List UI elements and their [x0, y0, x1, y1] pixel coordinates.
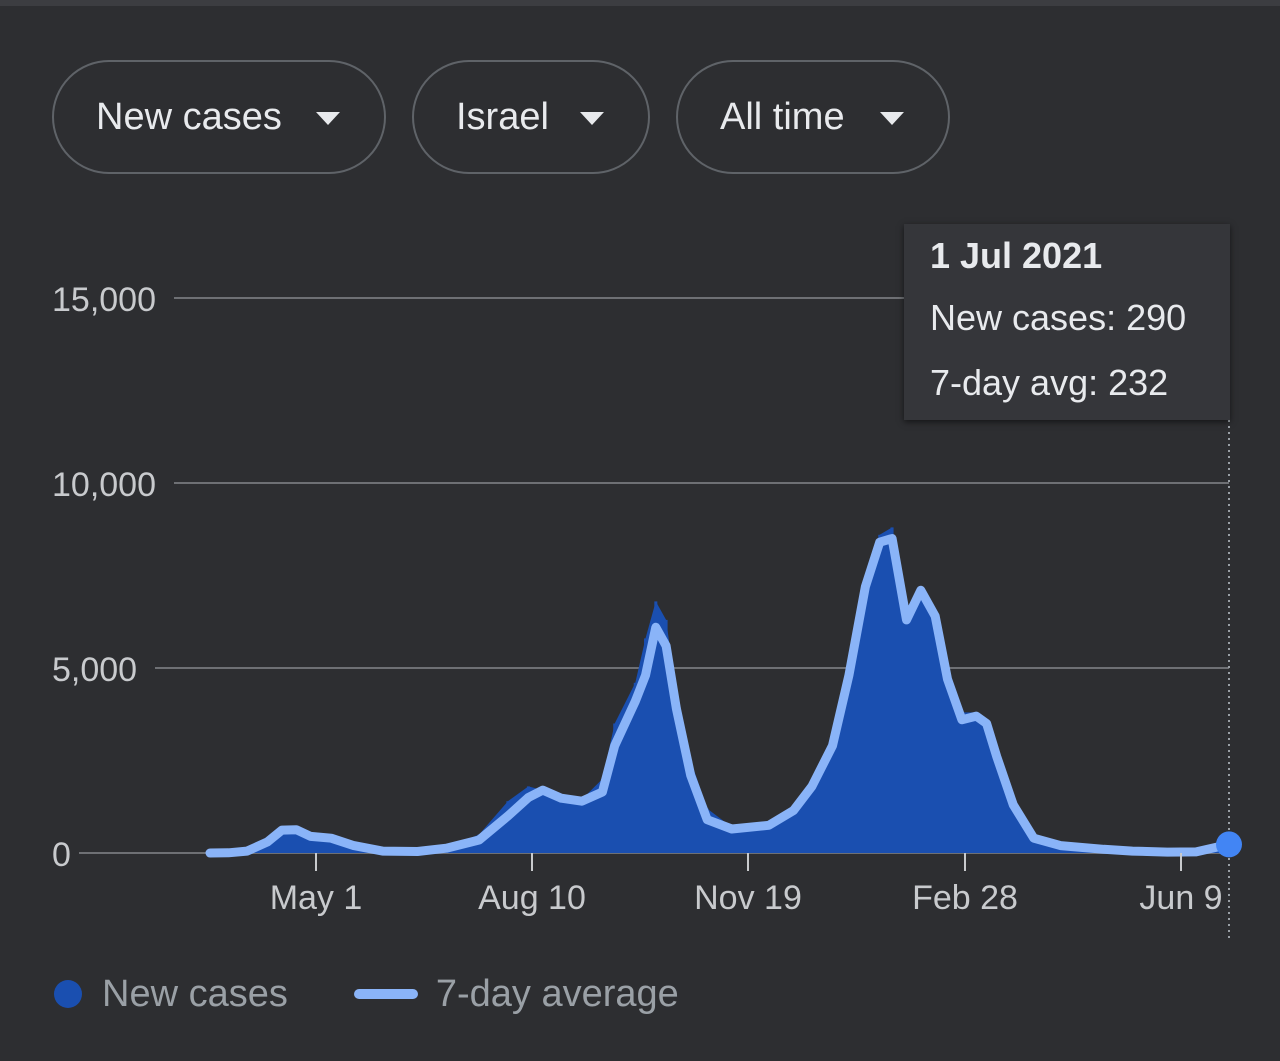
x-tick-label: Jun 9: [1139, 879, 1222, 917]
avg-line: [205, 534, 1234, 858]
range-dropdown-label: All time: [720, 95, 845, 138]
tooltip: 1 Jul 2021 New cases: 290 7-day avg: 232: [904, 224, 1230, 420]
avg-legend-line: [353, 989, 418, 999]
metric-dropdown[interactable]: New cases: [52, 60, 386, 174]
metric-dropdown-label: New cases: [96, 95, 282, 138]
x-tick-label: May 1: [270, 879, 363, 917]
chevron-down-icon: [580, 112, 604, 125]
new-cases-area: [210, 527, 1229, 853]
chevron-down-icon: [880, 112, 904, 125]
x-tick-label: Aug 10: [478, 879, 586, 917]
y-tick-label: 0: [52, 836, 71, 874]
cases-chart[interactable]: 0 5,000 10,000 15,000 May 1 Aug 10 Nov 19 Feb …: [0, 0, 1280, 960]
y-tick-label: 5,000: [52, 651, 137, 689]
top-divider: [0, 0, 1280, 6]
new-cases-legend-label: New cases: [102, 972, 288, 1015]
tooltip-new-cases: New cases: 290: [930, 297, 1187, 338]
x-tick-label: Feb 28: [912, 879, 1018, 917]
location-dropdown[interactable]: Israel: [412, 60, 650, 174]
avg-legend-label: 7-day average: [435, 972, 679, 1015]
tooltip-date: 1 Jul 2021: [930, 235, 1103, 276]
hover-point[interactable]: [1216, 831, 1242, 858]
tooltip-avg: 7-day avg: 232: [930, 362, 1169, 403]
range-dropdown[interactable]: All time: [676, 60, 950, 174]
new-cases-legend-dot: [54, 980, 82, 1008]
legend: New cases 7-day average: [54, 966, 679, 1022]
chevron-down-icon: [316, 112, 340, 125]
location-dropdown-label: Israel: [456, 95, 549, 138]
y-tick-label: 15,000: [52, 281, 156, 319]
y-tick-label: 10,000: [52, 466, 156, 504]
x-tick-label: Nov 19: [694, 879, 802, 917]
